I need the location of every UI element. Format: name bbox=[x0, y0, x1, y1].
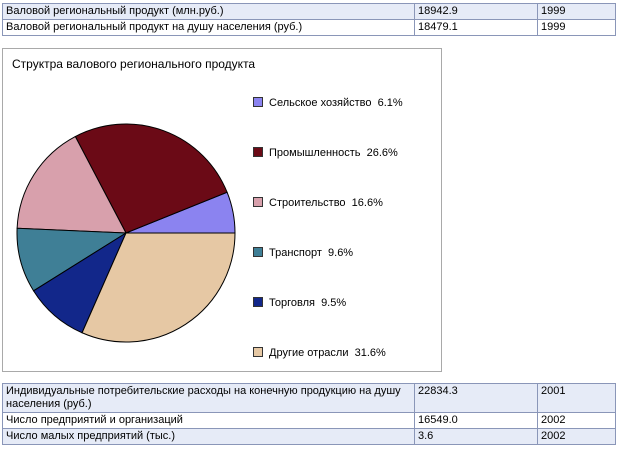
row-label: Индивидуальные потребительские расходы н… bbox=[2, 383, 415, 413]
legend-value: 31.6% bbox=[348, 347, 386, 359]
row-year: 2002 bbox=[537, 412, 616, 429]
table-row: Число предприятий и организаций 16549.0 … bbox=[2, 412, 616, 429]
pie-slice-1 bbox=[74, 123, 228, 234]
legend-swatch bbox=[253, 247, 263, 257]
row-label: Валовой региональный продукт (млн.руб.) bbox=[2, 3, 415, 20]
row-year: 1999 bbox=[537, 19, 616, 36]
table-row: Число малых предприятий (тыс.) 3.6 2002 bbox=[2, 428, 616, 445]
table-row: Валовой региональный продукт (млн.руб.) … bbox=[2, 3, 616, 20]
legend-item: Транспорт 9.6% bbox=[253, 247, 353, 259]
legend-label: Строительство bbox=[269, 197, 346, 209]
row-label: Валовой региональный продукт на душу нас… bbox=[2, 19, 415, 36]
legend-item: Торговля 9.5% bbox=[253, 297, 346, 309]
pie-slice-2 bbox=[16, 135, 127, 234]
legend-swatch bbox=[253, 197, 263, 207]
top-stats-table: Валовой региональный продукт (млн.руб.) … bbox=[2, 3, 616, 36]
row-year: 1999 bbox=[537, 3, 616, 20]
chart-panel: Структра валового регионального продукта… bbox=[2, 48, 442, 372]
bottom-stats-table: Индивидуальные потребительские расходы н… bbox=[2, 383, 616, 445]
pie-slice-5 bbox=[81, 232, 236, 343]
row-year: 2002 bbox=[537, 428, 616, 445]
legend-item: Строительство 16.6% bbox=[253, 197, 383, 209]
legend-value: 26.6% bbox=[360, 147, 398, 159]
legend-swatch bbox=[253, 297, 263, 307]
legend-label: Сельское хозяйство bbox=[269, 97, 372, 109]
legend-label: Промышленность bbox=[269, 147, 361, 159]
row-value: 18942.9 bbox=[414, 3, 538, 20]
row-value: 18479.1 bbox=[414, 19, 538, 36]
table-row: Индивидуальные потребительские расходы н… bbox=[2, 383, 616, 413]
legend-value: 9.5% bbox=[314, 297, 347, 309]
row-value: 16549.0 bbox=[414, 412, 538, 429]
row-value: 22834.3 bbox=[414, 383, 538, 413]
legend-item: Промышленность 26.6% bbox=[253, 147, 398, 159]
row-label: Число предприятий и организаций bbox=[2, 412, 415, 429]
row-year: 2001 bbox=[537, 383, 616, 413]
legend-value: 9.6% bbox=[321, 247, 354, 259]
legend-item: Сельское хозяйство 6.1% bbox=[253, 97, 403, 109]
table-row: Валовой региональный продукт на душу нас… bbox=[2, 19, 616, 36]
row-value: 3.6 bbox=[414, 428, 538, 445]
legend-label: Другие отрасли bbox=[269, 347, 349, 359]
legend-label: Транспорт bbox=[269, 247, 322, 259]
row-label: Число малых предприятий (тыс.) bbox=[2, 428, 415, 445]
pie-chart bbox=[16, 123, 236, 343]
legend-value: 6.1% bbox=[371, 97, 403, 109]
legend-swatch bbox=[253, 97, 263, 107]
legend-value: 16.6% bbox=[345, 197, 383, 209]
legend-swatch bbox=[253, 347, 263, 357]
legend-label: Торговля bbox=[269, 297, 315, 309]
chart-title: Структра валового регионального продукта bbox=[12, 57, 256, 71]
legend-item: Другие отрасли 31.6% bbox=[253, 347, 386, 359]
legend-swatch bbox=[253, 147, 263, 157]
